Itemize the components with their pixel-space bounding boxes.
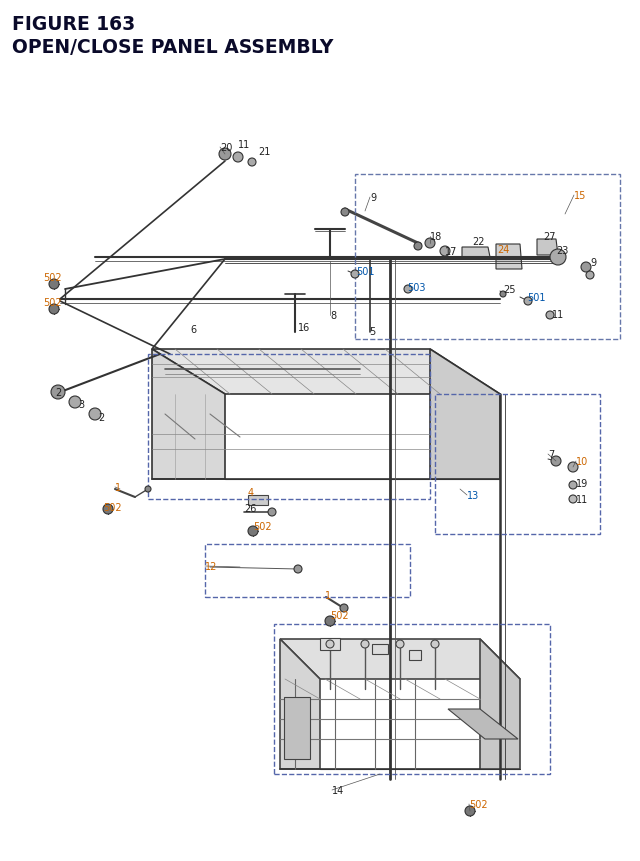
Text: 16: 16 <box>298 323 310 332</box>
Circle shape <box>465 806 475 816</box>
Circle shape <box>51 386 65 400</box>
Circle shape <box>500 292 506 298</box>
Text: 10: 10 <box>576 456 588 467</box>
Text: 1: 1 <box>325 591 331 600</box>
Text: 20: 20 <box>220 143 232 152</box>
Circle shape <box>145 486 151 492</box>
Circle shape <box>341 208 349 217</box>
Text: 15: 15 <box>574 191 586 201</box>
Polygon shape <box>152 350 225 480</box>
Circle shape <box>396 641 404 648</box>
Text: OPEN/CLOSE PANEL ASSEMBLY: OPEN/CLOSE PANEL ASSEMBLY <box>12 38 333 57</box>
Text: 19: 19 <box>576 479 588 488</box>
Text: 501: 501 <box>527 293 545 303</box>
Circle shape <box>248 158 256 167</box>
Text: 2: 2 <box>55 387 61 398</box>
Text: 21: 21 <box>258 147 270 157</box>
Text: 18: 18 <box>430 232 442 242</box>
Circle shape <box>550 250 566 266</box>
Text: 13: 13 <box>467 491 479 500</box>
Circle shape <box>351 270 359 279</box>
Circle shape <box>89 408 101 420</box>
Circle shape <box>103 505 113 514</box>
Circle shape <box>431 641 439 648</box>
Polygon shape <box>248 495 268 505</box>
Circle shape <box>581 263 591 273</box>
Circle shape <box>440 247 450 257</box>
Text: 11: 11 <box>238 139 250 150</box>
Text: 502: 502 <box>469 799 488 809</box>
Circle shape <box>340 604 348 612</box>
Polygon shape <box>537 239 558 256</box>
Text: 22: 22 <box>472 237 484 247</box>
Text: 6: 6 <box>190 325 196 335</box>
Circle shape <box>524 298 532 306</box>
Text: 502: 502 <box>330 610 349 620</box>
Text: 11: 11 <box>552 310 564 319</box>
Circle shape <box>586 272 594 280</box>
Bar <box>372 644 388 654</box>
Circle shape <box>425 238 435 249</box>
Circle shape <box>325 616 335 626</box>
Circle shape <box>569 495 577 504</box>
Text: 24: 24 <box>497 245 509 255</box>
Polygon shape <box>430 350 500 480</box>
Polygon shape <box>462 248 490 257</box>
Polygon shape <box>448 709 518 739</box>
Text: 7: 7 <box>548 449 554 460</box>
Text: 502: 502 <box>43 273 61 282</box>
Bar <box>409 650 421 660</box>
Text: 502: 502 <box>253 522 271 531</box>
Text: 8: 8 <box>330 311 336 320</box>
Text: 9: 9 <box>370 193 376 202</box>
Text: 17: 17 <box>445 247 458 257</box>
Circle shape <box>404 286 412 294</box>
Polygon shape <box>280 639 320 769</box>
Text: 2: 2 <box>98 412 104 423</box>
Circle shape <box>233 152 243 163</box>
Bar <box>320 638 340 650</box>
Circle shape <box>294 566 302 573</box>
Circle shape <box>49 280 59 289</box>
Polygon shape <box>496 245 522 269</box>
Text: 12: 12 <box>205 561 218 572</box>
Circle shape <box>361 641 369 648</box>
Circle shape <box>551 456 561 467</box>
Text: 1: 1 <box>115 482 121 492</box>
Circle shape <box>326 641 334 648</box>
Text: 25: 25 <box>503 285 515 294</box>
Text: 23: 23 <box>556 245 568 256</box>
Polygon shape <box>284 697 310 759</box>
Text: 501: 501 <box>356 267 374 276</box>
Text: 3: 3 <box>78 400 84 410</box>
Text: 502: 502 <box>43 298 61 307</box>
Text: 27: 27 <box>543 232 556 242</box>
Text: 26: 26 <box>244 504 257 513</box>
Circle shape <box>69 397 81 408</box>
Circle shape <box>569 481 577 489</box>
Text: 5: 5 <box>369 326 375 337</box>
Circle shape <box>414 243 422 251</box>
Circle shape <box>568 462 578 473</box>
Circle shape <box>219 149 231 161</box>
Circle shape <box>49 305 59 314</box>
Circle shape <box>248 526 258 536</box>
Text: FIGURE 163: FIGURE 163 <box>12 15 135 34</box>
Polygon shape <box>152 350 500 394</box>
Text: 4: 4 <box>248 487 254 498</box>
Text: 14: 14 <box>332 785 344 795</box>
Text: 11: 11 <box>576 494 588 505</box>
Text: 503: 503 <box>407 282 426 293</box>
Circle shape <box>268 508 276 517</box>
Circle shape <box>546 312 554 319</box>
Polygon shape <box>480 639 520 769</box>
Polygon shape <box>280 639 520 679</box>
Text: 9: 9 <box>590 257 596 268</box>
Text: 502: 502 <box>103 503 122 512</box>
